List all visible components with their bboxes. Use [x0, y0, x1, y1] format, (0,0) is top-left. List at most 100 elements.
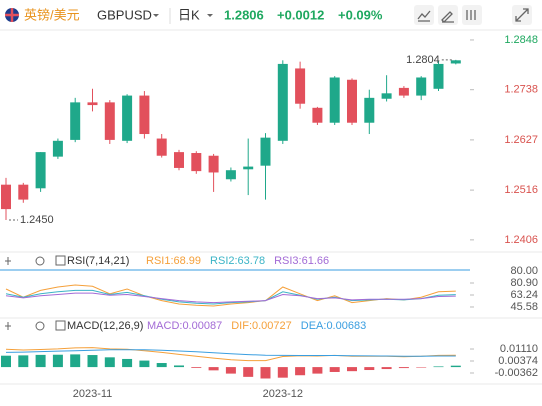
y-tick-label: 80.90: [510, 277, 538, 289]
macd-bar: [52, 354, 63, 368]
candle-body: [433, 63, 444, 89]
expand-icon[interactable]: [55, 320, 66, 331]
macd-bar: [364, 367, 375, 371]
level-label: 80.00: [510, 265, 538, 277]
macd-bar: [122, 358, 133, 368]
candle-body: [312, 107, 323, 123]
macd-bar: [312, 367, 323, 374]
macd-bar: [35, 354, 46, 368]
symbol[interactable]: GBPUSD: [97, 7, 152, 22]
candle-body: [52, 140, 63, 157]
tool-button[interactable]: [438, 5, 458, 25]
candle-body: [398, 87, 409, 96]
tool-button[interactable]: [462, 5, 482, 25]
candle-body: [225, 170, 236, 180]
draw-icon[interactable]: [441, 11, 454, 23]
indicator-icon[interactable]: [417, 10, 431, 22]
macd-bar: [347, 367, 357, 372]
macd-bar: [295, 367, 306, 376]
macd-bar: [329, 367, 340, 372]
settings-icon[interactable]: [35, 256, 45, 266]
bars-icon[interactable]: [466, 10, 476, 20]
macd-bar: [381, 367, 392, 370]
toolbar: [414, 5, 532, 25]
candle-body: [1, 184, 11, 210]
y-tick-label: 63.24: [510, 289, 538, 301]
expand-icon[interactable]: [55, 255, 66, 266]
y-tick-label: -0.00362: [495, 367, 538, 379]
candle-body: [277, 63, 288, 141]
legend-entry: DEA:0.00683: [301, 320, 366, 332]
period[interactable]: 日K: [178, 7, 200, 22]
legend-entry: RSI1:68.99: [146, 255, 201, 267]
candle-body: [295, 68, 306, 104]
candle-body: [243, 166, 254, 170]
candle-body: [35, 152, 46, 189]
candle-body: [260, 137, 271, 166]
x-tick-label: 2023-12: [263, 388, 303, 400]
macd-bar: [243, 367, 254, 377]
macd-bar: [450, 365, 461, 368]
candle-body: [364, 97, 375, 123]
macd-bar: [277, 367, 288, 378]
candle-body: [191, 153, 202, 172]
change: +0.0012: [277, 7, 324, 22]
macd-bar: [87, 355, 98, 368]
y-tick-label: 1.2406: [504, 234, 538, 246]
dropdown-arrow[interactable]: [153, 14, 159, 17]
fullscreen-icon[interactable]: [515, 8, 529, 22]
candle-body: [347, 79, 357, 123]
legend-entry: MACD:0.00087: [147, 320, 222, 332]
candle-body: [208, 155, 219, 173]
candle-body: [381, 93, 392, 99]
top-bar: 英镑/美元 GBPUSD 日K 1.2806 +0.0012 +0.09%: [0, 5, 542, 31]
price: 1.2806: [224, 7, 264, 22]
y-tick-label: 1.2627: [504, 134, 538, 146]
max-label: 1.2804: [406, 54, 440, 66]
min-label: 1.2450: [20, 214, 54, 226]
change-pct: +0.09%: [338, 7, 383, 22]
candle-body: [416, 77, 427, 96]
x-tick-label: 2023-11: [73, 388, 113, 400]
candle-body: [104, 102, 115, 140]
candle-body: [156, 138, 167, 156]
dropdown-arrow[interactable]: [207, 14, 213, 17]
macd-bar: [104, 357, 115, 368]
macd-bar: [433, 366, 444, 368]
candle-body: [122, 95, 133, 141]
y-tick-label: 1.2516: [504, 184, 538, 196]
tool-button[interactable]: [414, 5, 434, 25]
macd-bar: [70, 354, 81, 368]
y-tick-label: 0.00374: [498, 355, 538, 367]
y-tick-label: 1.2848: [504, 34, 538, 46]
macd-header: MACD(12,26,9): [5, 320, 143, 332]
hide-icon[interactable]: [5, 322, 11, 330]
y-tick-label: 45.58: [510, 301, 538, 313]
legend-entry: DIF:0.00727: [231, 320, 292, 332]
macd-bar: [139, 360, 150, 368]
indicator-line: [5, 349, 456, 357]
macd-bar: [208, 367, 219, 371]
settings-icon[interactable]: [35, 321, 45, 331]
candle-body: [18, 184, 29, 200]
rsi-title: RSI(7,14,21): [67, 255, 129, 267]
candle-body: [174, 152, 184, 168]
macd-bar: [398, 367, 409, 369]
candle-body: [139, 95, 150, 135]
macd-bar: [156, 363, 167, 368]
legend-entry: RSI2:63.78: [210, 255, 265, 267]
rsi-header: RSI(7,14,21): [5, 255, 129, 267]
candle-body: [70, 102, 81, 140]
indicator-line: [5, 292, 456, 304]
flag-cross: [5, 8, 19, 22]
macd-bar: [174, 365, 184, 368]
y-tick-label: 1.2738: [504, 84, 538, 96]
candle-body: [329, 77, 340, 123]
candle-body: [450, 60, 461, 64]
macd-bar: [1, 355, 11, 368]
hide-icon[interactable]: [5, 257, 11, 265]
symbol-cn[interactable]: 英镑/美元: [24, 7, 80, 22]
macd-bar: [416, 367, 427, 368]
macd-bar: [18, 355, 29, 368]
